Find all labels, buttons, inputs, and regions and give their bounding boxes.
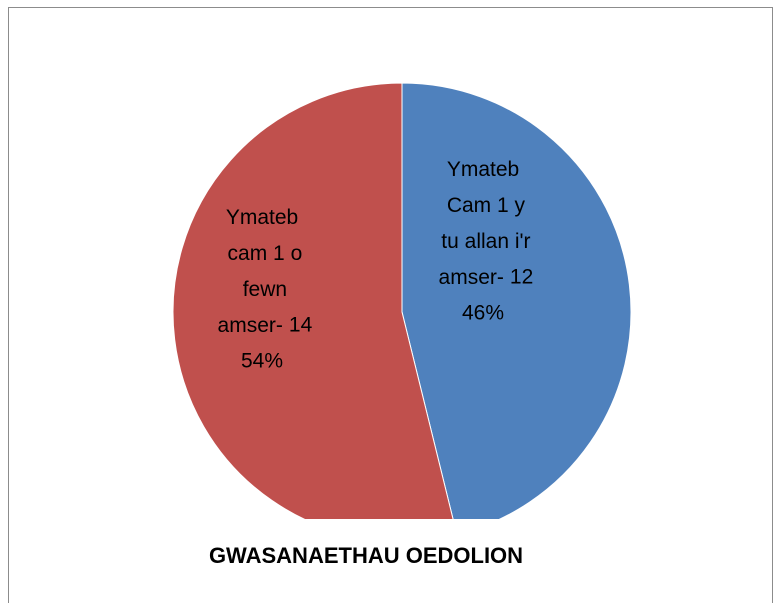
pie-slice (401, 82, 632, 519)
slice-percent: 46% (462, 302, 504, 325)
slice-percent: 54% (241, 350, 283, 373)
pie (172, 82, 632, 519)
slice-value: 12 (510, 266, 533, 289)
slice-label: Ymateb cam 1 o fewn amser- (212, 206, 303, 337)
pie-slice (172, 82, 454, 519)
slice-value: 14 (289, 314, 313, 337)
chart-title: GWASANAETHAU OEDOLION (209, 543, 523, 568)
slice-label: Ymateb Cam 1 y tu allan i'r amser- (433, 158, 531, 289)
